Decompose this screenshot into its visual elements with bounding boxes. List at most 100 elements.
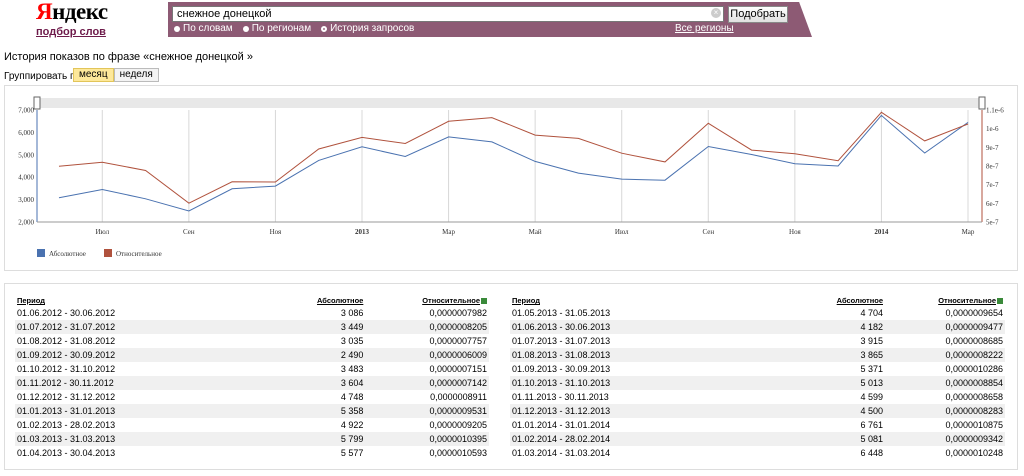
absolute-cell: 5 081 <box>740 432 885 446</box>
logo-first-letter: Я <box>36 0 53 24</box>
range-handle-right-icon[interactable] <box>978 96 986 110</box>
period-header[interactable]: Период <box>512 296 540 305</box>
data-point <box>58 196 60 198</box>
data-point <box>318 148 320 150</box>
period-cell: 01.05.2013 - 31.05.2013 <box>512 308 611 318</box>
group-tab-week[interactable]: неделя <box>113 68 159 82</box>
period-cell: 01.08.2013 - 31.08.2013 <box>510 348 740 362</box>
search-input[interactable]: снежное донецкой <box>172 6 724 22</box>
data-point <box>361 146 363 148</box>
chart-panel: Июл Сен Ноя 2013 Мар Май Июл Сен Ноя 2014 Мар 7,000… <box>4 85 1018 271</box>
relative-cell: 0,0000008658 <box>945 392 1003 402</box>
data-point <box>577 137 579 139</box>
data-point <box>577 172 579 174</box>
x-tick-label: Мар <box>962 228 975 236</box>
relative-cell: 0,0000008283 <box>885 404 1005 418</box>
absolute-cell: 3 483 <box>340 364 364 374</box>
search-button[interactable]: Подобрать <box>728 6 788 23</box>
y-right-tick-label: 6e-7 <box>986 200 999 208</box>
search-mode-radios: По словам По регионам История запросов <box>174 23 414 35</box>
data-point <box>361 136 363 138</box>
group-by-label: Группировать по: <box>4 71 84 82</box>
table-row: 01.12.2012 - 31.12.2012 4 748 0,0000008911 <box>15 390 489 404</box>
period-cell: 01.01.2014 - 31.01.2014 <box>512 420 611 430</box>
data-point <box>750 149 752 151</box>
sort-icon[interactable] <box>997 298 1003 305</box>
data-point <box>404 142 406 144</box>
radio-label: История запросов <box>330 23 415 34</box>
period-cell: 01.10.2013 - 31.10.2013 <box>510 376 740 390</box>
radio-button-icon[interactable] <box>174 26 180 32</box>
relative-header-cell[interactable]: Относительное <box>885 295 1005 306</box>
table-header-row: Период Абсолютное Относительное <box>510 295 1005 306</box>
x-tick-label: Мар <box>442 228 455 236</box>
data-point <box>664 161 666 163</box>
relative-cell: 0,0000010248 <box>945 448 1003 458</box>
table-header-row: Период Абсолютное Относительное <box>15 295 489 306</box>
period-cell: 01.07.2012 - 31.07.2012 <box>15 320 252 334</box>
absolute-cell: 3 449 <box>252 320 366 334</box>
absolute-cell: 4 182 <box>740 320 885 334</box>
clear-icon[interactable]: × <box>711 8 721 18</box>
data-point <box>188 210 190 212</box>
data-point <box>101 161 103 163</box>
x-tick-label: Ноя <box>789 228 801 236</box>
absolute-cell: 3 086 <box>340 308 364 318</box>
relative-cell: 0,0000009531 <box>365 404 489 418</box>
history-table-left: Период Абсолютное Относительное 01.06.20… <box>15 295 489 460</box>
radio-button-icon[interactable] <box>242 26 249 32</box>
yandex-logo[interactable]: Яндекс <box>36 0 108 24</box>
data-point <box>231 188 233 190</box>
group-tab-month[interactable]: месяц <box>73 68 114 82</box>
period-cell: 01.06.2012 - 30.06.2012 <box>17 308 116 318</box>
period-cell: 01.12.2013 - 31.12.2013 <box>510 404 740 418</box>
radio-by-words[interactable]: По словам <box>174 23 233 35</box>
absolute-cell: 2 490 <box>252 348 366 362</box>
data-point <box>404 155 406 157</box>
data-point <box>491 116 493 118</box>
range-handle-left-icon[interactable] <box>33 96 41 110</box>
table-row: 01.06.2012 - 30.06.2012 3 086 0,0000007982 <box>15 306 489 320</box>
period-cell: 01.09.2013 - 30.09.2013 <box>512 364 611 374</box>
radio-button-selected-icon[interactable] <box>321 26 328 32</box>
relative-header[interactable]: Относительное <box>422 296 480 305</box>
plot-area <box>37 110 982 222</box>
radio-by-regions[interactable]: По регионам <box>242 23 311 35</box>
period-cell: 01.03.2014 - 31.03.2014 <box>512 448 611 458</box>
table-row: 01.12.2013 - 31.12.2013 4 500 0,0000008283 <box>510 404 1005 418</box>
absolute-cell: 3 604 <box>252 376 366 390</box>
data-point <box>794 153 796 155</box>
table-row: 01.10.2012 - 31.10.2012 3 483 0,0000007151 <box>15 362 489 376</box>
period-header[interactable]: Период <box>17 296 45 305</box>
page-title: История показов по фразе «снежное донецк… <box>4 51 253 63</box>
relative-cell: 0,0000007151 <box>429 364 487 374</box>
relative-cell: 0,0000008854 <box>885 376 1005 390</box>
relative-header-cell[interactable]: Относительное <box>365 295 489 306</box>
data-point <box>621 178 623 180</box>
table-row: 01.03.2013 - 31.03.2013 5 799 0,0000010395 <box>15 432 489 446</box>
period-cell: 01.01.2013 - 31.01.2013 <box>15 404 252 418</box>
data-point <box>447 120 449 122</box>
table-row: 01.07.2013 - 31.07.2013 3 915 0,0000008685 <box>510 334 1005 348</box>
y-left-tick-label: 6,000 <box>18 129 34 137</box>
relative-cell: 0,0000009654 <box>945 308 1003 318</box>
absolute-cell: 4 599 <box>860 392 883 402</box>
wordstat-link[interactable]: подбор слов <box>36 26 106 38</box>
relative-cell: 0,0000010395 <box>365 432 489 446</box>
data-point <box>58 165 60 167</box>
relative-cell: 0,0000009342 <box>885 432 1005 446</box>
y-left-tick-label: 7,000 <box>18 107 34 115</box>
absolute-cell: 5 013 <box>740 376 885 390</box>
data-point <box>707 145 709 147</box>
data-point <box>837 165 839 167</box>
relative-header[interactable]: Относительное <box>938 296 996 305</box>
period-cell: 01.07.2013 - 31.07.2013 <box>512 336 611 346</box>
all-regions-link[interactable]: Все регионы <box>675 23 734 34</box>
sort-icon[interactable] <box>481 298 487 305</box>
radio-history[interactable]: История запросов <box>321 23 414 35</box>
period-cell: 01.09.2012 - 30.09.2012 <box>15 348 252 362</box>
absolute-header[interactable]: Абсолютное <box>836 296 883 305</box>
absolute-header[interactable]: Абсолютное <box>316 296 364 305</box>
relative-cell: 0,0000008911 <box>430 392 487 402</box>
table-row: 01.01.2013 - 31.01.2013 5 358 0,0000009531 <box>15 404 489 418</box>
